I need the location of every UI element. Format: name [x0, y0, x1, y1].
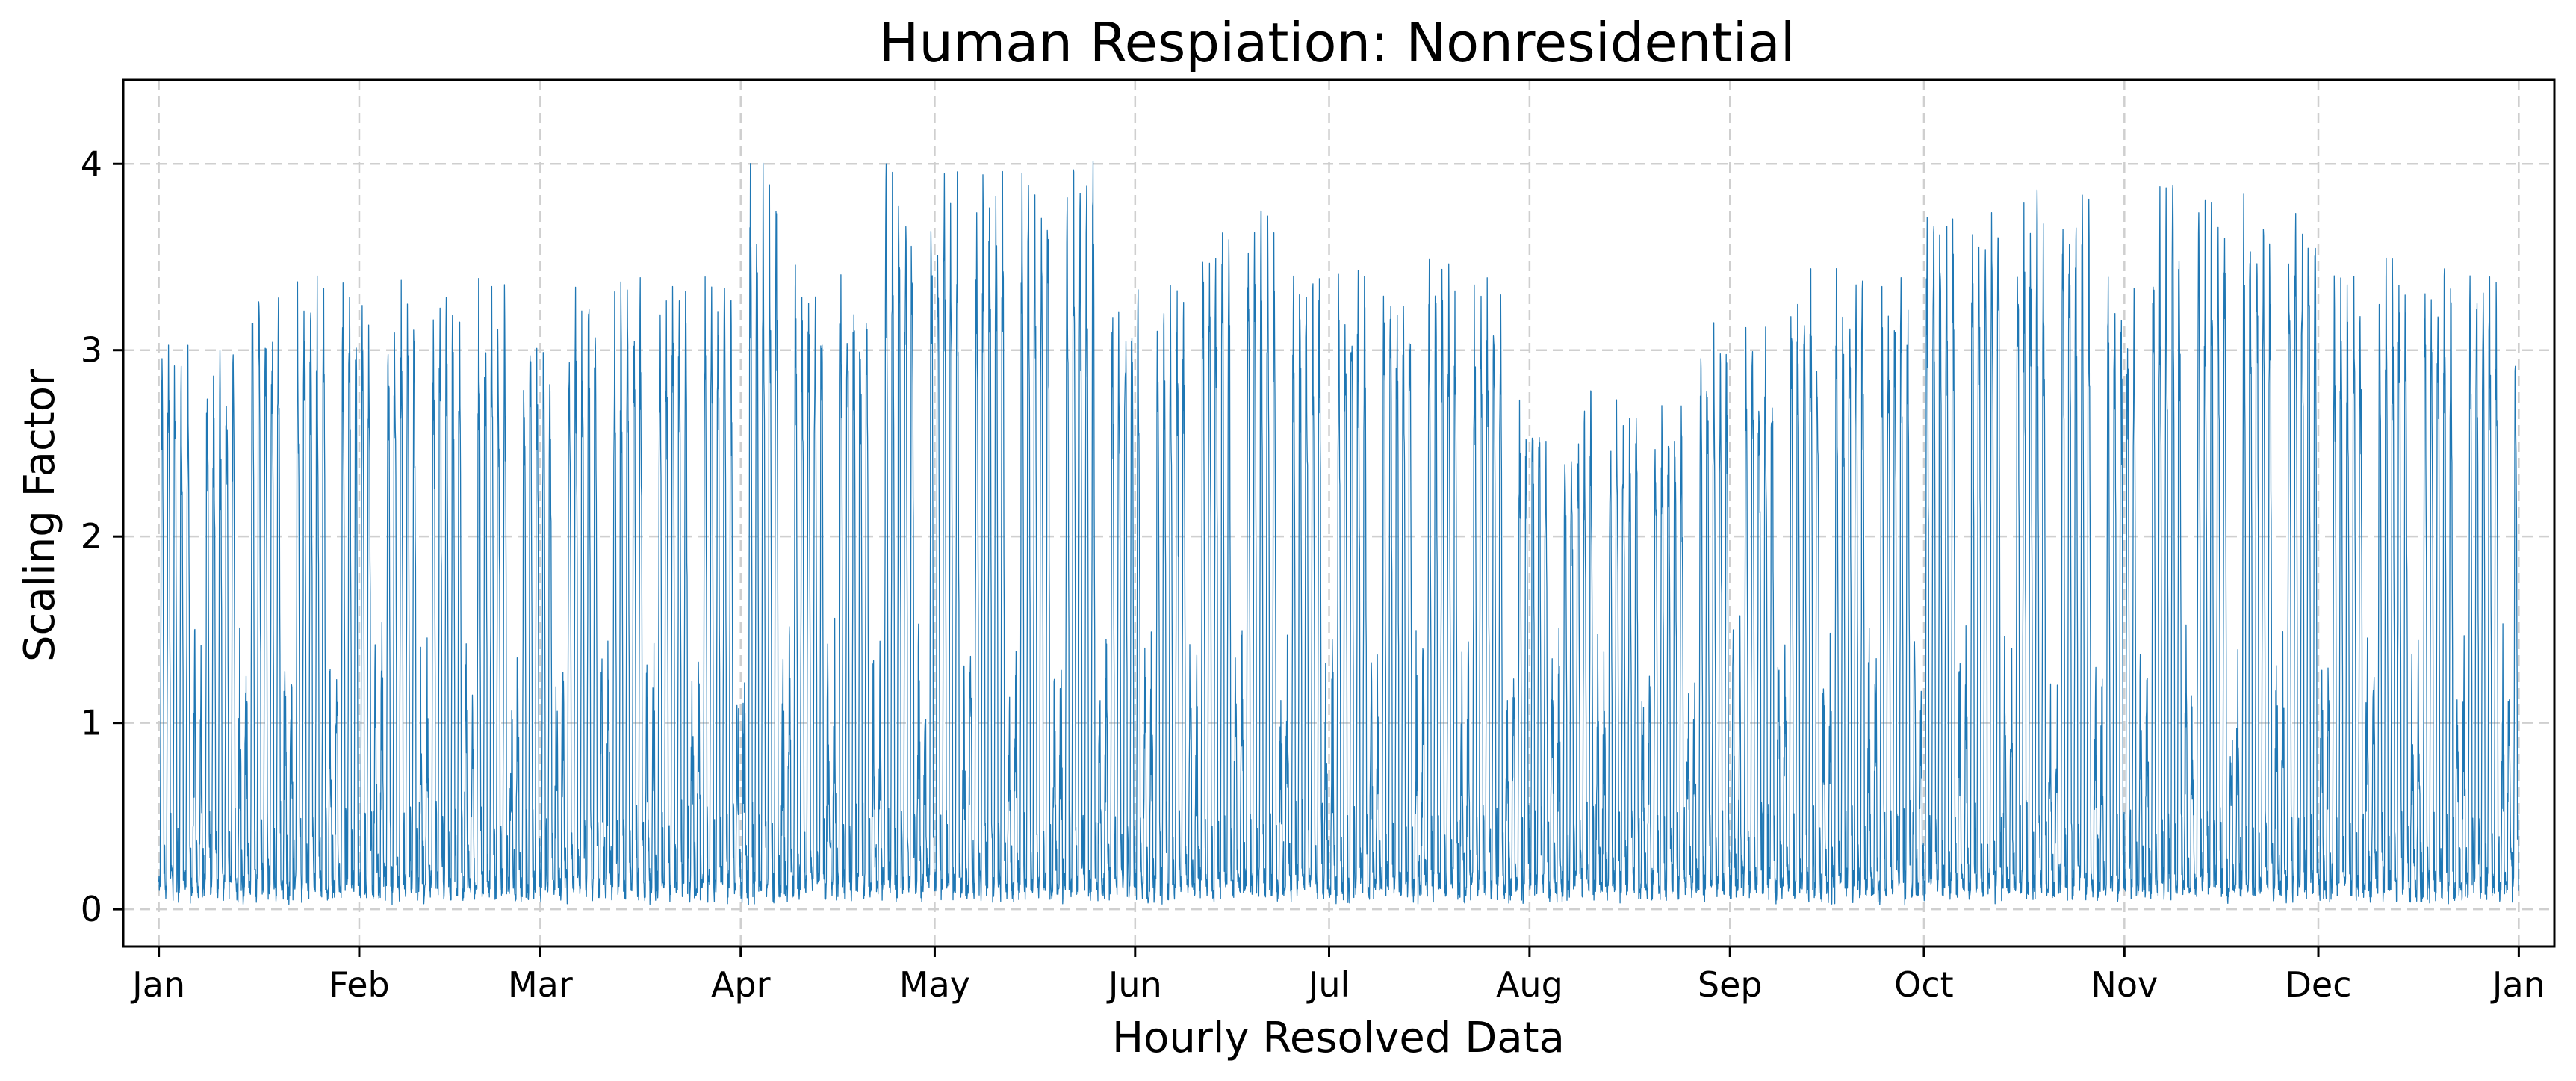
x-axis-label: Hourly Resolved Data	[1112, 1014, 1565, 1062]
x-tick-label: Jan	[2490, 964, 2545, 1005]
y-axis-label: Scaling Factor	[16, 368, 64, 662]
x-tick-label: Feb	[329, 964, 389, 1005]
x-tick-label: Jul	[1306, 964, 1350, 1005]
x-tick-label: Sep	[1698, 964, 1763, 1005]
x-tick-label: Jan	[130, 964, 185, 1005]
grid	[123, 80, 2554, 947]
plot-frame	[122, 78, 2556, 948]
x-tick-label: Apr	[711, 964, 771, 1005]
y-tick-label: 1	[81, 703, 102, 743]
x-tick-label: Aug	[1496, 964, 1563, 1005]
x-tick-label: Oct	[1894, 964, 1954, 1005]
series-line	[158, 161, 2519, 906]
x-tick-label: Mar	[508, 964, 573, 1005]
series-layer	[158, 161, 2519, 906]
y-tick-label: 2	[81, 516, 102, 557]
x-tick-label: May	[899, 964, 970, 1005]
x-tick-label: Dec	[2285, 964, 2352, 1005]
x-tick-label: Nov	[2091, 964, 2158, 1005]
y-tick-label: 0	[81, 889, 102, 929]
axes: Jan Feb Mar Apr May Jun Jul Aug Sep Oct Nov Dec Jan 0…	[81, 143, 2545, 1005]
y-tick-label: 4	[81, 143, 102, 184]
x-tick-label: Jun	[1106, 964, 1162, 1005]
chart-title: Human Respiation: Nonresidential	[878, 11, 1795, 74]
y-tick-label: 3	[81, 330, 102, 371]
